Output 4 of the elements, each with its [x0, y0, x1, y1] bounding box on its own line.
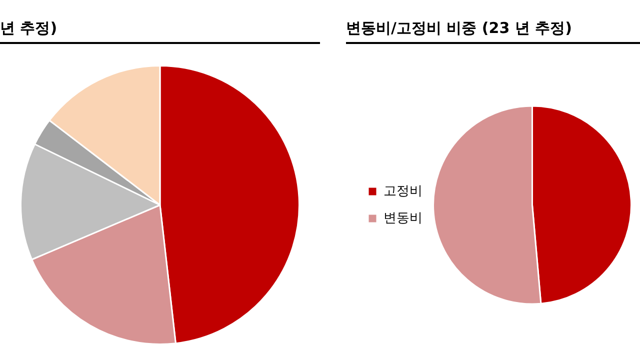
legend-label: 변동비: [384, 210, 422, 226]
chart-title: 년 추정): [0, 14, 320, 44]
legend-label: 고정비: [384, 184, 422, 199]
chart-title: 변동비/고정비 비중 (23 년 추정): [346, 14, 640, 44]
